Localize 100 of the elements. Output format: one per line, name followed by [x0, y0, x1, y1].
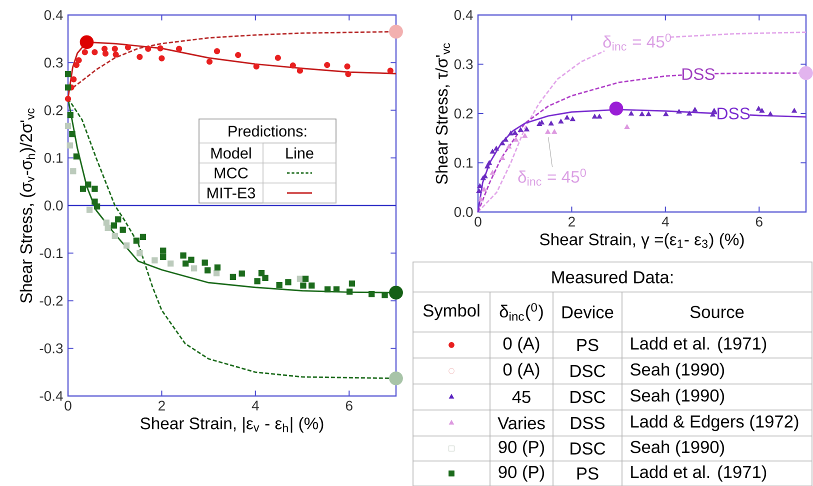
point: [73, 153, 80, 160]
point: [324, 286, 331, 292]
point: [477, 183, 483, 188]
point: [158, 55, 165, 62]
point: [368, 290, 375, 297]
point: [592, 114, 598, 118]
text: Ladd et al. (1971): [631, 336, 766, 353]
point: [204, 267, 211, 274]
point: [324, 62, 330, 68]
point: [276, 282, 282, 288]
point: [112, 51, 119, 58]
point: [238, 270, 245, 276]
point: [213, 270, 220, 276]
y-tick-label: -0.4: [40, 390, 63, 401]
point: [115, 216, 122, 222]
x-tick-label: 4: [252, 400, 259, 410]
point: [235, 52, 242, 58]
point: [768, 111, 774, 116]
point: [214, 264, 221, 270]
annotation: Predictions:: [228, 125, 306, 136]
x-axis-title: Shear Strain, |ε$_{v}$ - ε$_{h}$| (%): [140, 416, 324, 433]
point: [484, 163, 490, 168]
point: [94, 203, 100, 210]
point: [494, 146, 499, 150]
annotation: MIT-E3: [208, 187, 256, 198]
point: [136, 250, 143, 256]
point: [253, 63, 260, 70]
y-tick-label: -0.1: [40, 248, 63, 258]
text: 90 (P): [498, 465, 544, 482]
point: [152, 257, 158, 264]
x-tick-label: 2: [568, 216, 575, 226]
point: [628, 110, 634, 116]
point: [69, 130, 76, 137]
annotation: DSS: [718, 107, 750, 120]
text: DSC: [570, 390, 606, 403]
point: [296, 67, 304, 74]
point: [112, 232, 118, 239]
y-tick-label: 0.2: [44, 105, 63, 116]
point: [102, 50, 109, 56]
point: [756, 106, 762, 111]
text: Source: [690, 306, 744, 318]
y-tick-label: -0.2: [40, 296, 63, 306]
point: [490, 148, 496, 154]
annotation: δ$_{inc}$ = 45$^{0}$: [603, 33, 671, 50]
point: [80, 186, 86, 192]
point: [663, 111, 669, 116]
point: [66, 142, 73, 148]
point: [676, 108, 682, 114]
text: DSC: [570, 364, 606, 377]
x-tick-label: 0: [64, 400, 72, 410]
point: [230, 274, 236, 280]
text: Symbol: [423, 304, 480, 320]
annotation: MCC: [214, 167, 248, 178]
point: [110, 222, 117, 228]
point: [711, 108, 717, 113]
point: [160, 247, 166, 254]
y-tick-label: 0.3: [44, 58, 63, 68]
text: 90 (P): [498, 440, 544, 456]
point: [692, 106, 698, 112]
point: [624, 124, 630, 129]
point: [548, 120, 554, 126]
text: 0 (A): [503, 336, 540, 353]
point: [596, 114, 602, 118]
point: [300, 282, 306, 288]
text: Measured Data:: [552, 270, 673, 284]
point: [258, 270, 265, 276]
y-axis-title: Shear Stress, τ/σ'$_{vc}$: [435, 42, 450, 184]
y-tick-label: 0.3: [454, 59, 473, 70]
point: [296, 276, 304, 282]
point: [103, 219, 110, 226]
point: [67, 112, 74, 118]
annotation: Model: [211, 147, 251, 158]
point: [190, 265, 198, 272]
point: [564, 114, 570, 120]
text: 0 (A): [503, 362, 540, 379]
point: [214, 48, 220, 54]
point: [522, 132, 528, 138]
point: [290, 62, 296, 68]
point: [254, 278, 260, 284]
annotation: δ$_{inc}$ = 45$^{0}$: [518, 168, 586, 186]
point: [545, 128, 551, 134]
point: [92, 48, 98, 56]
y-tick-label: 0.4: [44, 10, 63, 20]
point: [64, 84, 72, 90]
point: [500, 155, 506, 160]
point: [176, 46, 182, 52]
point: [70, 76, 77, 82]
y-tick-label: -0.3: [40, 343, 63, 354]
point: [506, 144, 512, 148]
point: [639, 111, 645, 116]
point: [73, 62, 80, 68]
point: [64, 70, 72, 77]
point: [168, 260, 174, 266]
text: δ$_{inc}$($^{0}$): [500, 302, 543, 321]
y-tick-label: 0.2: [454, 108, 473, 118]
point: [513, 136, 519, 142]
point: [552, 128, 558, 134]
point: [478, 196, 484, 202]
y-tick-label: 0.0: [454, 206, 473, 217]
point: [140, 234, 146, 240]
